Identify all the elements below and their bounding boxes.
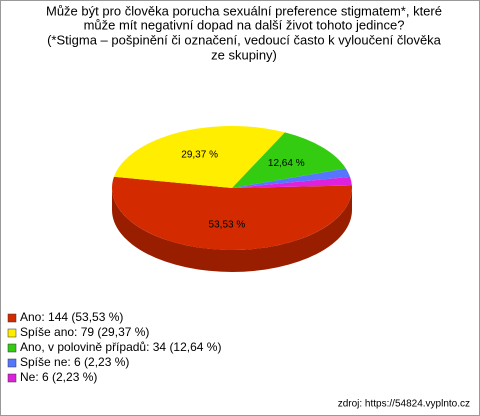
legend-swatch: [7, 313, 17, 323]
slice: [232, 176, 352, 188]
legend-label: Ano: 144 (53,53 %): [20, 310, 123, 324]
data-label: 53,53 %: [209, 220, 246, 231]
slice: [113, 125, 285, 188]
slice: [232, 168, 351, 188]
legend-label: Ano, v polovině případů: 34 (12,64 %): [20, 340, 221, 354]
legend-label: Spíše ne: 6 (2,23 %): [20, 355, 129, 369]
slice: [232, 132, 346, 188]
chart-title: ze skupiny): [211, 47, 277, 62]
slice: [111, 176, 352, 251]
data-label: 29,37 %: [181, 149, 218, 160]
legend-label: Spíše ano: 79 (29,37 %): [20, 325, 149, 339]
chart-title: Může být pro člověka porucha sexuální pr…: [46, 3, 442, 18]
legend-swatch: [7, 343, 17, 353]
chart-title: může mít negativní dopad na další život …: [84, 17, 405, 32]
chart-title: (*Stigma – pošpinění či označení, vedouc…: [47, 32, 442, 47]
source: zdroj: https://54824.vyplnto.cz: [338, 399, 470, 410]
legend-swatch: [7, 328, 17, 338]
legend-swatch: [7, 373, 17, 383]
slice-side: [112, 188, 352, 272]
legend-label: Ne: 6 (2,23 %): [20, 370, 97, 384]
legend-swatch: [7, 358, 17, 368]
data-label: 12,64 %: [268, 158, 305, 169]
